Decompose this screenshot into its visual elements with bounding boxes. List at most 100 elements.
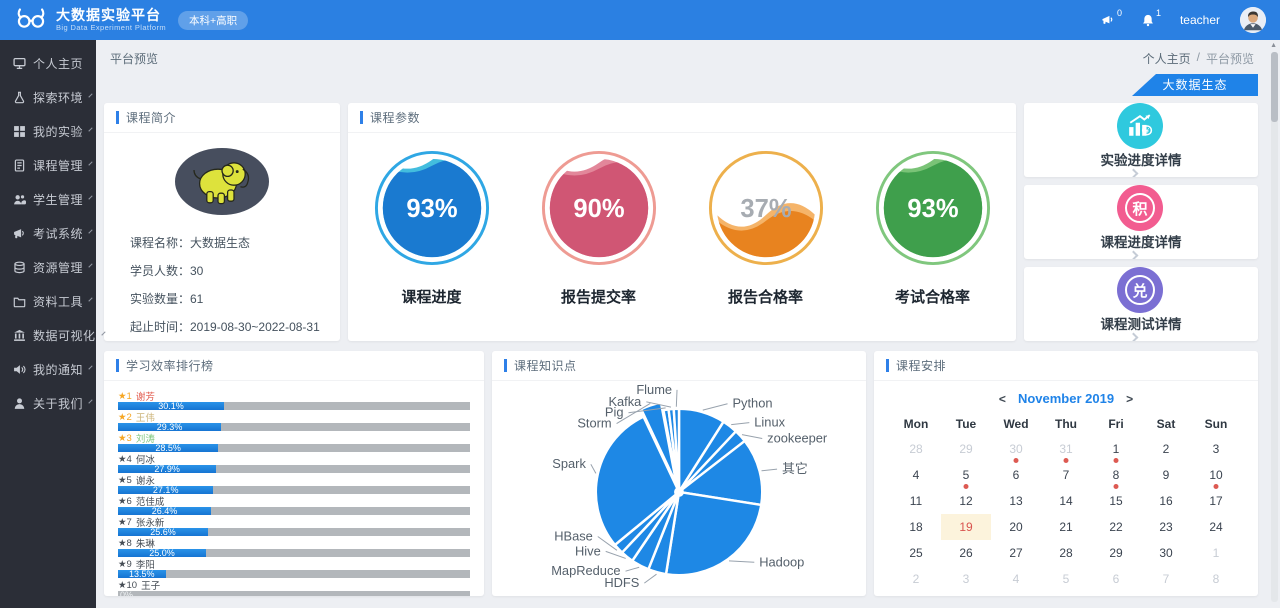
chevron-down-icon [88, 365, 93, 370]
student-name: 朱琳 [135, 539, 155, 550]
calendar-day[interactable]: 11 [909, 494, 923, 508]
calendar-day[interactable]: 3 [962, 572, 970, 586]
ranking-row: ★8 朱琳 25.0% [118, 537, 470, 558]
calendar-day-today[interactable]: 19 [941, 514, 991, 540]
sidebar-item-explore[interactable]: 探索环境 [0, 80, 96, 114]
calendar-day[interactable]: 28 [909, 442, 923, 456]
exam-icon [13, 227, 26, 240]
announcement-button[interactable]: 0 [1101, 8, 1122, 28]
about-icon [13, 397, 26, 410]
ranking-row: ★1 谢芳 30.1% [118, 390, 470, 411]
scrollbar[interactable] [1271, 52, 1278, 602]
scrollbar-thumb[interactable] [1271, 52, 1278, 122]
calendar-day[interactable]: 7 [1062, 468, 1070, 482]
calendar-day[interactable]: 22 [1109, 520, 1123, 534]
calendar-day[interactable]: 29 [959, 442, 973, 456]
detail-card-label: 课程进度详情 [1100, 235, 1182, 250]
calendar-day[interactable]: 21 [1059, 520, 1073, 534]
calendar-day[interactable]: 7 [1162, 572, 1170, 586]
sidebar-item-label: 学生管理 [33, 192, 84, 207]
calendar-day[interactable]: 9 [1162, 468, 1170, 482]
calendar-day[interactable]: 20 [1009, 520, 1023, 534]
calendar-day[interactable]: 24 [1209, 520, 1223, 534]
calendar-day[interactable]: 14 [1059, 494, 1073, 508]
ranking-bar: 13.5% [118, 569, 470, 579]
calendar-day[interactable]: 23 [1159, 520, 1173, 534]
calendar-month-label[interactable]: November 2019 [1017, 391, 1115, 406]
student-name: 李阳 [135, 560, 155, 571]
calendar-day[interactable]: 5 [941, 462, 991, 489]
detail-card-3[interactable]: 兑课程测试详情 [1024, 267, 1258, 341]
calendar-day[interactable]: 3 [1212, 442, 1220, 456]
calendar-day[interactable]: 30 [1159, 546, 1173, 560]
calendar-day[interactable]: 4 [912, 468, 920, 482]
detail-card-1[interactable]: ¥ 实验进度详情 [1024, 103, 1258, 177]
student-name: 王子 [141, 581, 161, 592]
calendar-day[interactable]: 17 [1209, 494, 1223, 508]
course-params-panel: 课程参数 93% 课程进度 90% 报告提交率 37% 报告合格率 93% 考试合格率 [348, 103, 1016, 341]
pie-label: Hadoop [759, 554, 804, 569]
app-logo[interactable]: 大数据实验平台 Big Data Experiment Platform [14, 6, 166, 35]
pie-label: Python [732, 396, 772, 411]
calendar-day[interactable]: 2 [912, 572, 920, 586]
calendar-day[interactable]: 30 [991, 436, 1041, 463]
course-field: 实验数量：61 [130, 292, 204, 306]
home-icon [13, 57, 26, 70]
sidebar-item-about[interactable]: 关于我们 [0, 386, 96, 420]
detail-card-2[interactable]: 积课程进度详情 [1024, 185, 1258, 259]
page-title: 平台预览 [110, 51, 159, 66]
calendar-day[interactable]: 1 [1091, 436, 1141, 463]
calendar-day[interactable]: 26 [959, 546, 973, 560]
ranking-bar: 0% [118, 590, 470, 596]
event-dot [1113, 458, 1119, 463]
user-avatar[interactable] [1240, 7, 1266, 33]
course-ribbon-tab[interactable]: 大数据生态 [1132, 74, 1258, 96]
sidebar-item-tools[interactable]: 资料工具 [0, 284, 96, 318]
calendar-day[interactable]: 31 [1041, 436, 1091, 463]
calendar-day[interactable]: 5 [1062, 572, 1070, 586]
calendar-day-header: Sun [1204, 417, 1228, 431]
calendar-day[interactable]: 10 [1191, 462, 1241, 489]
ribbon-row: 大数据生态 [104, 69, 1258, 103]
bar-value-label: 29.3% [156, 422, 183, 432]
calendar-day[interactable]: 6 [1112, 572, 1120, 586]
sidebar-item-dataviz[interactable]: 数据可视化 [0, 318, 106, 352]
sidebar-item-resources[interactable]: 资源管理 [0, 250, 96, 284]
username-label[interactable]: teacher [1179, 13, 1220, 27]
calendar-day[interactable]: 8 [1212, 572, 1220, 586]
calendar-day[interactable]: 2 [1162, 442, 1170, 456]
liquid-gauge-2: 90% 报告提交率 [524, 149, 674, 307]
scrollbar-up-arrow[interactable]: ▲ [1270, 42, 1277, 49]
calendar-day[interactable]: 4 [1012, 572, 1020, 586]
sidebar-item-notice[interactable]: 我的通知 [0, 352, 96, 386]
breadcrumb-parent[interactable]: 个人主页 [1142, 51, 1191, 66]
calendar-day[interactable]: 13 [1009, 494, 1023, 508]
rank-star-icon: ★2 [118, 411, 132, 423]
calendar-day[interactable]: 16 [1159, 494, 1173, 508]
calendar-day[interactable]: 12 [959, 494, 973, 508]
calendar-day[interactable]: 6 [1012, 468, 1020, 482]
calendar-day[interactable]: 29 [1109, 546, 1123, 560]
calendar-day[interactable]: 27 [1009, 546, 1023, 560]
sidebar-item-experiments[interactable]: 我的实验 [0, 114, 96, 148]
bar-value-label: 28.5% [155, 443, 181, 453]
calendar-day[interactable]: 8 [1091, 462, 1141, 489]
rank-star-icon: ★5 [118, 474, 132, 486]
sidebar-item-exam[interactable]: 考试系统 [0, 216, 96, 250]
calendar-day[interactable]: 28 [1059, 546, 1073, 560]
calendar-day[interactable]: 25 [909, 546, 923, 560]
student-name: 王伟 [135, 413, 155, 424]
svg-text:90%: 90% [573, 195, 624, 223]
notifications-button[interactable]: 1 [1141, 8, 1161, 28]
calendar-day[interactable]: 1 [1212, 546, 1220, 560]
experiments-icon [13, 125, 26, 138]
sidebar-item-home[interactable]: 个人主页 [0, 46, 96, 80]
calendar-day[interactable]: 15 [1109, 494, 1123, 508]
sidebar-item-students[interactable]: 学生管理 [0, 182, 96, 216]
sidebar-item-courses[interactable]: 课程管理 [0, 148, 96, 182]
calendar-day[interactable]: 18 [909, 520, 923, 534]
chevron-down-icon [88, 93, 93, 98]
calendar-prev-button[interactable]: < [998, 391, 1006, 406]
calendar-next-button[interactable]: > [1126, 391, 1134, 406]
bell-icon [1143, 14, 1153, 26]
